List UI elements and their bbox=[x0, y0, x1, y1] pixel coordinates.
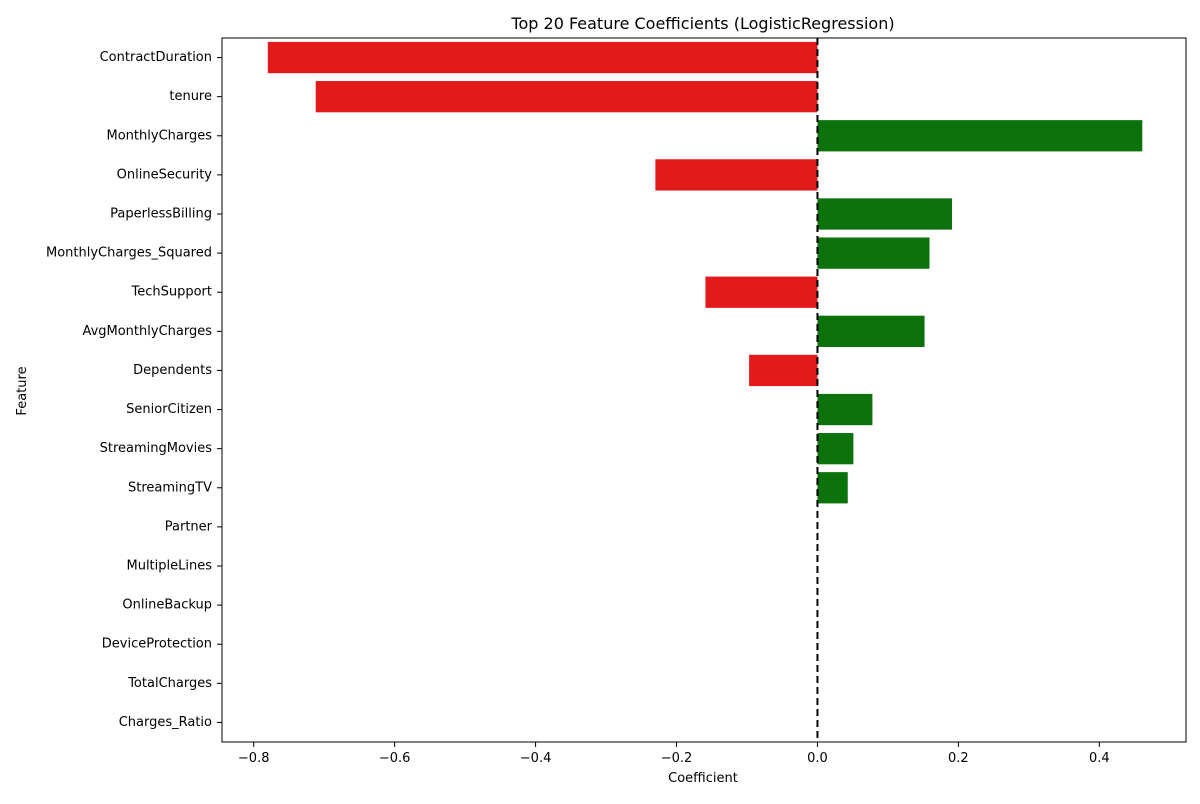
y-tick-label: AvgMonthlyCharges bbox=[82, 324, 212, 339]
bar-OnlineSecurity bbox=[655, 159, 818, 191]
y-tick-label: MonthlyCharges_Squared bbox=[46, 246, 212, 261]
bar-Dependents bbox=[749, 354, 818, 387]
y-tick-label: MonthlyCharges bbox=[107, 128, 213, 143]
x-tick-label: −0.8 bbox=[238, 751, 270, 766]
chart-title: Top 20 Feature Coefficients (LogisticReg… bbox=[510, 14, 894, 33]
y-axis-label: Feature bbox=[15, 366, 30, 415]
axes-frame bbox=[221, 37, 1187, 743]
bar-StreamingMovies bbox=[817, 433, 854, 465]
y-tick-label: MultipleLines bbox=[126, 559, 212, 574]
y-tick-label: Charges_Ratio bbox=[119, 715, 212, 730]
y-tick-label: PaperlessBilling bbox=[110, 207, 212, 222]
x-tick-label: 0.0 bbox=[807, 751, 828, 766]
x-axis-ticks: −0.8 −0.6 −0.4 −0.2 0.0 0.2 0.4 bbox=[238, 742, 1110, 766]
y-tick-label: TechSupport bbox=[130, 285, 212, 300]
x-axis-label: Coefficient bbox=[668, 771, 738, 786]
x-tick-label: −0.4 bbox=[520, 751, 552, 766]
y-axis-ticks: ContractDuration tenure MonthlyCharges Onli… bbox=[46, 50, 222, 730]
bar-ContractDuration bbox=[267, 41, 818, 74]
y-tick-label: Partner bbox=[165, 519, 213, 534]
bar-MonthlyCharges bbox=[817, 120, 1143, 152]
y-tick-label: tenure bbox=[169, 89, 212, 104]
bar-TechSupport bbox=[705, 276, 818, 308]
x-tick-label: 0.4 bbox=[1089, 751, 1110, 766]
bar-AvgMonthlyCharges bbox=[817, 315, 925, 347]
bars-layer bbox=[267, 41, 1143, 504]
bar-MonthlyCharges_Squared bbox=[817, 237, 930, 269]
y-tick-label: Dependents bbox=[133, 363, 212, 378]
y-tick-label: OnlineSecurity bbox=[117, 167, 213, 182]
bar-SeniorCitizen bbox=[817, 393, 873, 426]
y-tick-label: StreamingTV bbox=[128, 480, 212, 495]
bar-StreamingTV bbox=[817, 472, 848, 504]
bar-PaperlessBilling bbox=[817, 198, 953, 230]
y-tick-label: ContractDuration bbox=[100, 50, 212, 65]
y-tick-label: DeviceProtection bbox=[102, 637, 212, 652]
y-tick-label: SeniorCitizen bbox=[126, 402, 212, 417]
x-tick-label: −0.2 bbox=[661, 751, 693, 766]
y-tick-label: OnlineBackup bbox=[122, 598, 212, 613]
y-tick-label: TotalCharges bbox=[127, 676, 212, 691]
x-tick-label: 0.2 bbox=[948, 751, 969, 766]
bar-tenure bbox=[315, 81, 818, 113]
x-tick-label: −0.6 bbox=[379, 751, 411, 766]
y-tick-label: StreamingMovies bbox=[100, 441, 213, 456]
